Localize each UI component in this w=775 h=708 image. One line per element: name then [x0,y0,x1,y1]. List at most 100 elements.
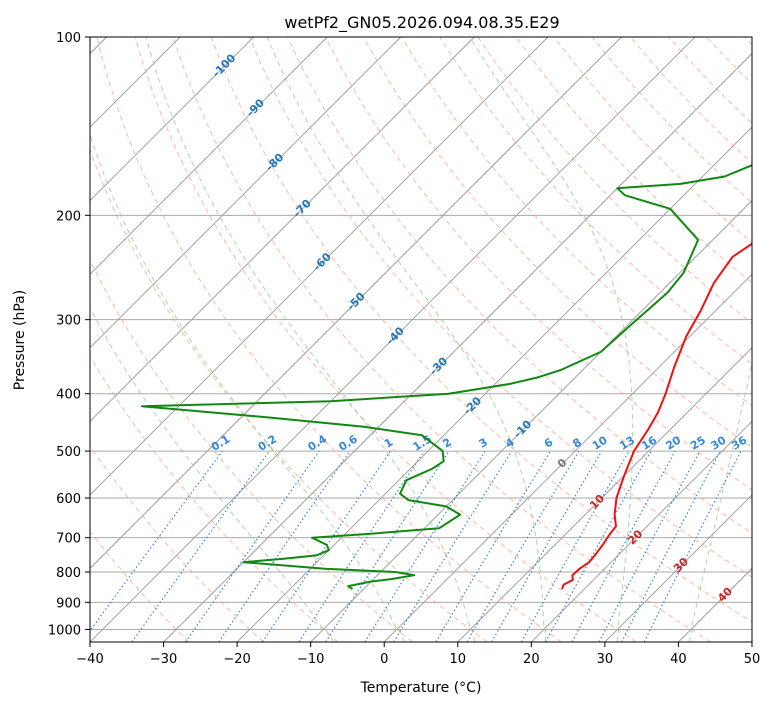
dry-adiabat-line [210,37,752,623]
isotherm-label: -50 [345,290,368,313]
isotherm-line [531,420,752,642]
dry-adiabat-line [134,37,637,642]
dry-adiabat-line [90,355,339,642]
mixing-ratio-label: 10 [590,433,610,452]
dry-adiabat-line [90,148,488,642]
mixing-ratio-line [435,450,552,642]
mixing-ratio-line [364,450,486,642]
mixing-ratio-label: 8 [570,436,583,451]
isotherm-line [751,641,752,642]
dry-adiabat-line [591,37,752,204]
x-tick-label: −20 [223,652,250,667]
isotherm-label: -100 [210,51,239,80]
dry-adiabat-line [96,37,562,642]
mixing-ratio-line [218,450,351,642]
mixing-ratio-line [520,450,630,642]
dry-adiabat-line [172,37,712,642]
mixing-ratio-line [131,450,270,642]
reference-curve [0,37,59,642]
mixing-ratio-label: 6 [542,435,556,450]
y-tick-label: 300 [56,314,81,329]
isotherm-label: -30 [427,354,450,377]
moist-adiabat-line [90,133,405,642]
dry-adiabat-line [90,445,264,642]
isotherm-line [90,37,696,642]
mixing-ratio-line [185,450,320,642]
dry-adiabat-line [248,37,752,578]
isotherm-line [604,494,752,642]
mixing-ratio-line [298,450,425,642]
isotherm-line [457,347,752,642]
sounding-series [140,164,752,590]
isotherm-line [90,37,549,496]
mixing-ratio-line [90,450,223,632]
x-tick-label: 40 [670,652,687,667]
mixing-ratio-label: 2 [440,436,453,451]
y-tick-label: 200 [56,209,81,224]
y-tick-label: 600 [56,492,81,507]
mixing-ratio-line [571,450,676,642]
mixing-ratio-line [643,450,742,642]
isotherm-line [90,37,254,202]
y-tick-label: 100 [56,31,81,46]
x-axis-title: Temperature (°C) [360,680,482,696]
y-tick-label: 800 [56,566,81,581]
mixing-ratio-line [261,450,391,642]
moist-adiabat-line [90,307,335,642]
dry-adiabat-line [401,37,752,407]
x-tick-label: −40 [76,652,103,667]
dry-adiabat-line [90,258,413,642]
x-tick-label: 30 [597,652,614,667]
dry-adiabat-line [629,37,752,164]
x-tick-label: −30 [150,652,177,667]
moist-adiabat-line [145,37,476,642]
isotherm-line [90,37,402,349]
mixing-ratio-label: 3 [477,436,490,451]
mixing-ratio-line [598,450,701,642]
isotherm-line [236,126,752,642]
mixing-ratio-label: 30 [709,433,729,452]
isotherm-line [383,273,752,642]
isotherm-label: -40 [384,324,407,347]
mixing-ratio-label: 25 [688,434,708,453]
isotherm-label: -80 [263,150,286,173]
x-tick-label: 20 [523,652,540,667]
line-labels: 0.1 0.2 0.4 0.6 1 1.5 2 3 4 6 8 10 13 16 20 25 30 36-100-… [209,51,750,604]
isotherm-label: -70 [291,197,314,220]
isotherm-line [163,52,752,642]
dry-adiabat-line [744,37,752,46]
plot-frame [89,36,753,643]
isotherm-line [90,37,622,570]
isotherm-label: -90 [244,96,267,119]
x-axis: −40 −30 −20 −10 0 10 20 30 40 50 [76,642,760,667]
dry-adiabat-line [553,37,752,244]
temperature-profile [561,242,752,590]
mixing-ratio-label: 16 [639,433,659,452]
isotherm-line [678,567,752,642]
y-tick-label: 900 [56,596,81,611]
y-tick-label: 500 [56,445,81,460]
y-tick-label: 1000 [48,623,81,638]
mixing-ratio-line [393,450,513,642]
x-tick-label: 50 [744,652,761,667]
moist-adiabat-line [688,360,752,642]
y-axis: 100 200 300 400 500 600 700 800 900 1000 [48,31,90,638]
x-tick-label: 10 [450,652,467,667]
x-tick-label: −10 [297,652,324,667]
dry-adiabat-line [286,37,752,534]
mixing-ratio-label: 0.4 [306,432,330,454]
y-tick-label: 700 [56,532,81,547]
y-axis-title: Pressure (hPa) [12,290,28,390]
x-tick-label: 0 [380,652,388,667]
isotherm-label: -60 [311,250,334,273]
mixing-ratio-line [325,450,450,642]
y-tick-label: 400 [56,388,81,403]
isotherm-label: -20 [461,394,484,417]
chart-title: wetPf2_GN05.2026.094.08.35.E29 [284,13,559,33]
mixing-ratio-line [466,450,580,642]
dry-adiabat-line [439,37,752,365]
dry-adiabat-line [90,531,190,642]
dry-adiabat-line [515,37,752,284]
mixing-ratio-label: 20 [663,433,683,452]
